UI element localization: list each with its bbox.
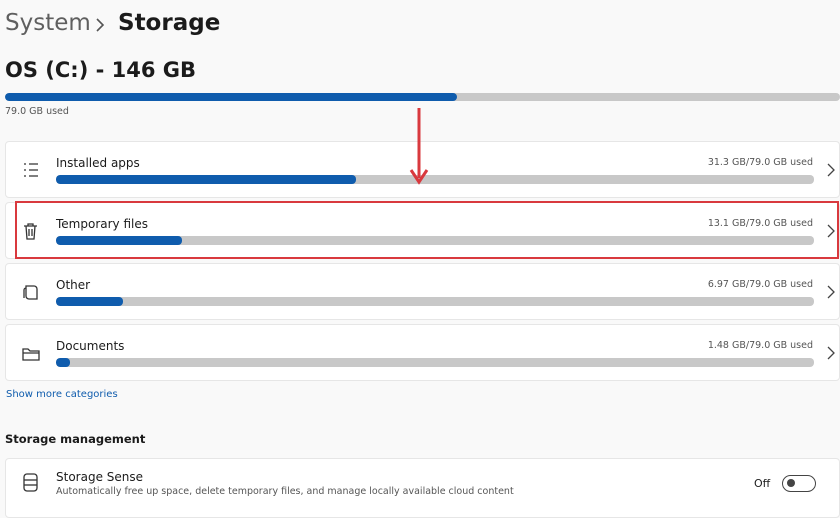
disk-title: OS (C:) - 146 GB (5, 58, 197, 82)
category-icon (21, 160, 41, 184)
icon-graphic (22, 348, 40, 361)
category-card[interactable]: Documents 1.48 GB/79.0 GB used (5, 324, 840, 381)
category-usage-fill (56, 236, 182, 245)
setting-description: Automatically free up space, delete temp… (56, 486, 514, 497)
breadcrumb-parent[interactable]: System (5, 10, 91, 36)
chevron (827, 284, 835, 303)
category-card[interactable]: Other 6.97 GB/79.0 GB used (5, 263, 840, 320)
category-name: Installed apps (56, 156, 140, 170)
category-usage-bar (56, 175, 814, 184)
chevron-graphic (827, 163, 835, 177)
icon-graphic (23, 285, 38, 300)
chevron-graphic (827, 224, 835, 238)
category-icon (21, 221, 41, 245)
category-usage-fill (56, 175, 357, 184)
chevron (827, 345, 835, 364)
category-usage: 13.1 GB/79.0 GB used (707, 218, 813, 229)
show-more-link[interactable]: Show more categories (6, 389, 118, 400)
category-usage-bar (56, 236, 814, 245)
chevron (827, 162, 835, 181)
annotation-arrow (409, 108, 429, 185)
breadcrumb-current: Storage (118, 10, 221, 36)
storage-sense-card[interactable]: Storage Sense Automatically free up spac… (5, 458, 840, 518)
toggle-label: Off (754, 477, 771, 490)
toggle-switch[interactable] (782, 475, 816, 492)
storage-sense-icon (23, 473, 38, 492)
category-usage: 6.97 GB/79.0 GB used (707, 279, 813, 290)
toggle-knob (787, 479, 795, 487)
highlight-box (15, 201, 839, 259)
category-usage: 31.3 GB/79.0 GB used (707, 157, 813, 168)
category-usage: 1.48 GB/79.0 GB used (707, 340, 813, 351)
setting-title: Storage Sense (56, 470, 144, 484)
category-name: Documents (56, 339, 125, 353)
icon-graphic (24, 223, 37, 240)
chevron-graphic (827, 346, 835, 360)
category-icon (21, 343, 41, 367)
category-icon (21, 282, 41, 306)
category-usage-bar (56, 358, 814, 367)
chevron (827, 223, 835, 242)
breadcrumb-separator (96, 18, 105, 32)
category-usage-bar (56, 297, 814, 306)
storage-page: {"breadcrumb": {"parent": "System", "cur… (5, 10, 840, 518)
chevron-graphic (827, 285, 835, 299)
category-card[interactable]: Installed apps 31.3 GB/79.0 GB used (5, 141, 840, 198)
disk-usage-fill (5, 93, 457, 101)
category-usage-fill (56, 358, 71, 367)
disk-used-label: 79.0 GB used (5, 106, 69, 117)
category-name: Other (56, 278, 91, 292)
category-usage-fill (56, 297, 123, 306)
icon-graphic (24, 163, 38, 177)
category-name: Temporary files (56, 217, 148, 231)
section-heading: Storage management (5, 432, 146, 446)
disk-usage-bar (5, 93, 840, 101)
